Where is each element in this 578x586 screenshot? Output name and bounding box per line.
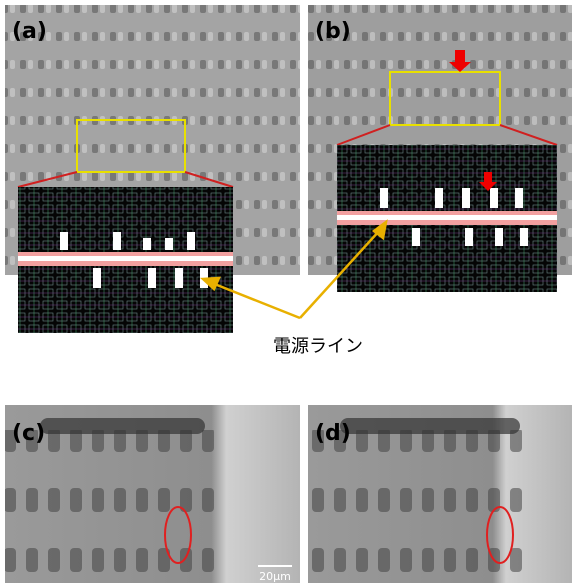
panel-label: (d) <box>315 421 351 446</box>
layout-inset-b <box>337 145 557 292</box>
panel-label: (a) <box>12 19 47 44</box>
panel-d: (d) <box>308 405 572 583</box>
panel-label: (b) <box>315 19 351 44</box>
panel-c: 20μm (c) <box>5 405 300 583</box>
layout-inset-a <box>18 187 233 333</box>
scale-label: 20μm <box>259 570 291 583</box>
figure: (a) (b) 電源ライン <box>0 0 578 586</box>
panel-label: (c) <box>12 421 45 446</box>
annotation-label: 電源ライン <box>273 336 363 357</box>
